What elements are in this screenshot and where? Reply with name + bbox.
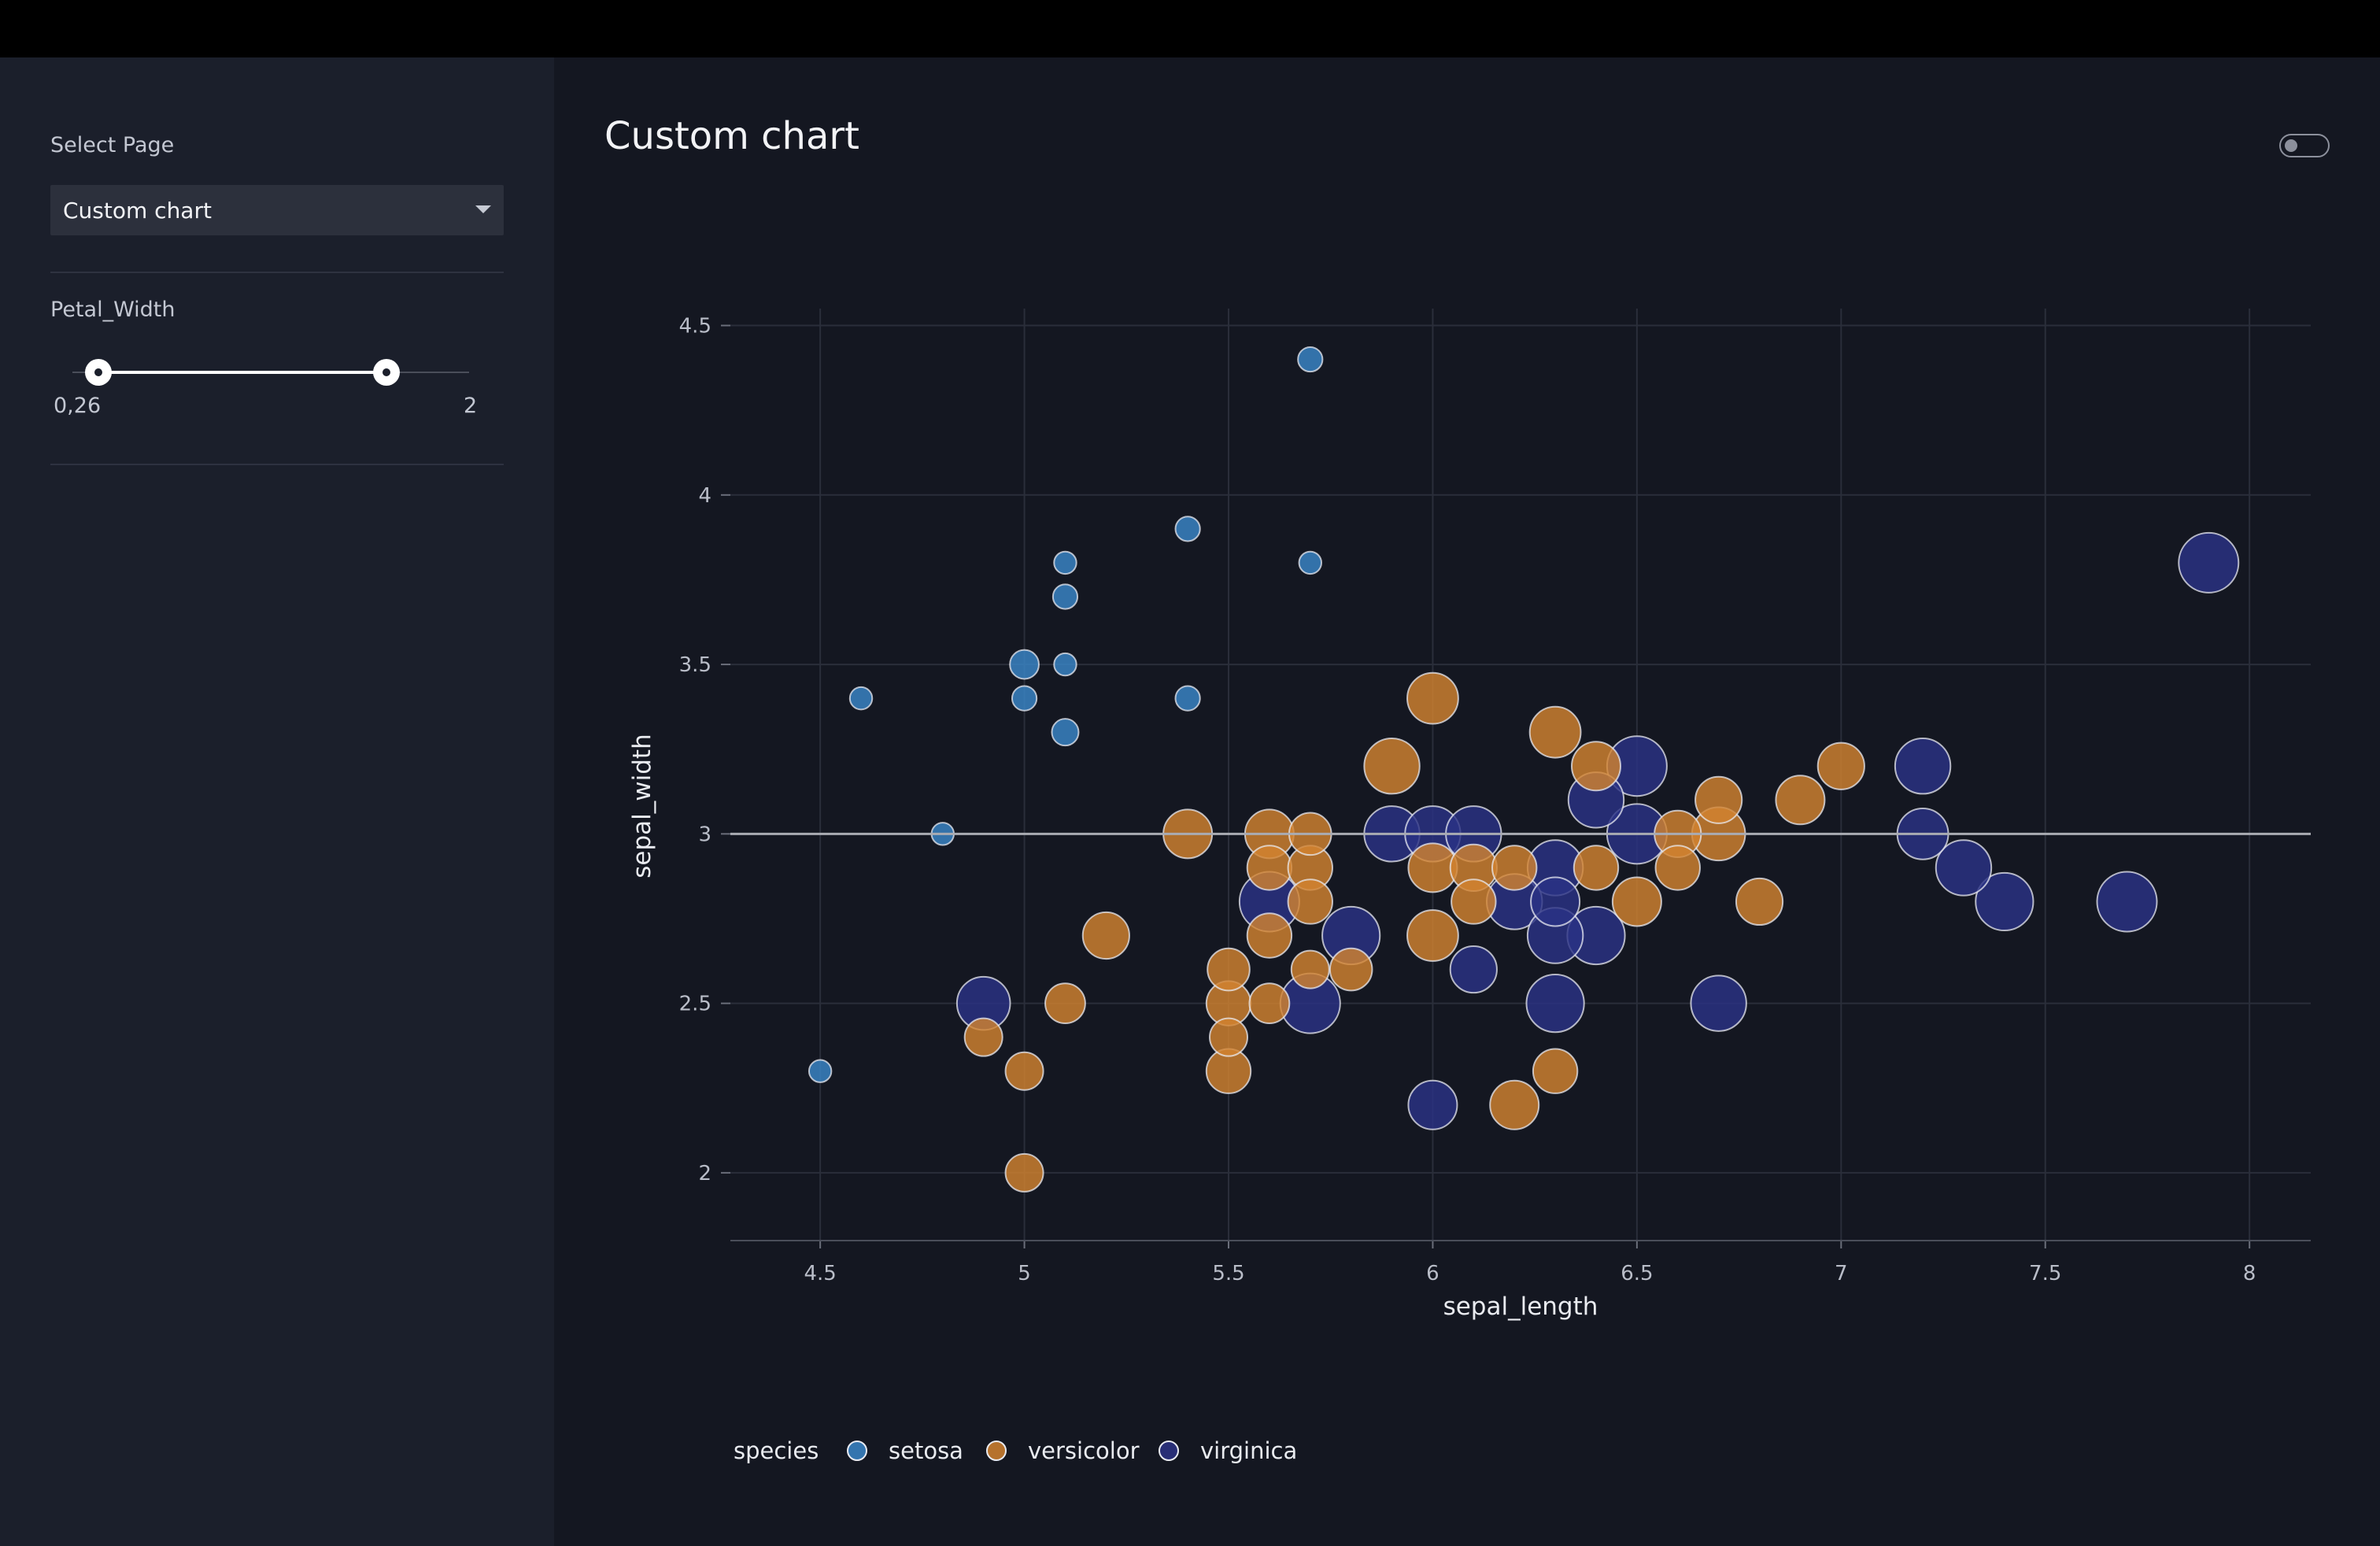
versicolor-point: [1248, 982, 1291, 1025]
versicolor-point: [963, 1017, 1003, 1057]
x-tick-label: 4.5: [804, 1262, 836, 1285]
versicolor-point: [1287, 878, 1333, 925]
legend-title: species: [734, 1437, 819, 1464]
versicolor-point: [1816, 742, 1865, 790]
virginica-point: [1975, 871, 2034, 932]
versicolor-point: [1654, 845, 1701, 891]
setosa-point: [1174, 516, 1201, 542]
versicolor-point: [1329, 947, 1373, 992]
virginica-point: [1530, 876, 1581, 927]
legend-marker-setosa: [847, 1441, 867, 1461]
range-slider-max-handle[interactable]: [373, 359, 400, 386]
setosa-point: [1053, 550, 1077, 575]
versicolor-point: [1532, 1048, 1579, 1094]
setosa-point: [1009, 649, 1040, 680]
x-tick-label: 6: [1426, 1262, 1439, 1285]
versicolor-point: [1290, 949, 1330, 989]
page-select-value: Custom chart: [63, 198, 212, 224]
virginica-point: [2096, 871, 2158, 933]
versicolor-point: [1363, 738, 1421, 795]
legend-marker-versicolor: [986, 1441, 1007, 1461]
y-tick-label: 3.5: [679, 653, 711, 677]
y-tick-label: 4.5: [679, 315, 711, 338]
versicolor-point: [1489, 1079, 1540, 1130]
legend-label-virginica: virginica: [1200, 1437, 1297, 1464]
versicolor-point: [1207, 947, 1251, 992]
y-tick-label: 4: [698, 484, 711, 508]
y-tick-label: 2: [698, 1162, 711, 1185]
x-tick-label: 5: [1018, 1262, 1031, 1285]
setosa-point: [1298, 550, 1322, 575]
x-tick-label: 6.5: [1621, 1262, 1653, 1285]
setosa-point: [808, 1059, 833, 1083]
versicolor-point: [1572, 845, 1620, 891]
sidebar-divider: [50, 272, 504, 273]
x-tick-label: 8: [2243, 1262, 2256, 1285]
legend-label-setosa: setosa: [889, 1437, 963, 1464]
chevron-down-icon: [475, 205, 491, 213]
versicolor-point: [1775, 775, 1826, 826]
setosa-point: [1297, 346, 1324, 373]
app-top-bar: [0, 0, 2380, 57]
y-tick-label: 3: [698, 823, 711, 846]
virginica-point: [1407, 1079, 1458, 1130]
versicolor-point: [1611, 876, 1662, 927]
toggle-knob: [2285, 139, 2297, 152]
versicolor-point: [1451, 878, 1497, 925]
setosa-point: [1051, 718, 1080, 747]
virginica-point: [1690, 975, 1747, 1032]
page-title: Custom chart: [604, 114, 859, 158]
versicolor-point: [1209, 1017, 1249, 1057]
range-slider-fill: [98, 371, 386, 374]
versicolor-point: [1406, 909, 1459, 962]
range-max-value: 2: [464, 394, 478, 418]
x-axis-title: sepal_length: [1443, 1293, 1598, 1321]
virginica-point: [1525, 974, 1585, 1034]
setosa-point: [1051, 583, 1079, 610]
y-tick-label: 2.5: [679, 993, 711, 1016]
versicolor-point: [1081, 911, 1130, 960]
setosa-point: [1053, 652, 1077, 677]
versicolor-point: [1570, 741, 1621, 792]
versicolor-point: [1735, 877, 1784, 926]
versicolor-point: [1044, 982, 1086, 1025]
range-slider-min-handle[interactable]: [85, 359, 112, 386]
versicolor-point: [1246, 845, 1293, 891]
x-tick-label: 7.5: [2029, 1262, 2061, 1285]
virginica-point: [1935, 839, 1993, 897]
setosa-point: [1174, 685, 1201, 712]
theme-toggle[interactable]: [2279, 134, 2330, 157]
setosa-point: [1011, 685, 1038, 712]
main-panel: Custom chart: [554, 57, 2380, 1546]
versicolor-point: [1694, 775, 1743, 824]
page-select[interactable]: Custom chart: [50, 185, 504, 235]
versicolor-point: [1004, 1152, 1044, 1193]
virginica-point: [2178, 531, 2240, 594]
petal-width-label: Petal_Width: [50, 298, 176, 322]
legend-marker-virginica: [1159, 1441, 1179, 1461]
y-axis-title: sepal_width: [628, 734, 656, 878]
legend-label-versicolor: versicolor: [1028, 1437, 1140, 1464]
sidebar-divider: [50, 464, 504, 465]
versicolor-point: [1004, 1051, 1044, 1091]
range-min-value: 0,26: [54, 394, 102, 418]
select-page-label: Select Page: [50, 133, 175, 157]
versicolor-point: [1528, 705, 1582, 759]
x-tick-label: 7: [1835, 1262, 1848, 1285]
x-tick-label: 5.5: [1212, 1262, 1244, 1285]
versicolor-point: [1491, 845, 1538, 891]
versicolor-point: [1406, 671, 1459, 725]
sidebar: Select Page Custom chart Petal_Width 0,2…: [0, 57, 554, 1546]
versicolor-point: [1246, 912, 1293, 959]
virginica-point: [1449, 945, 1498, 994]
setosa-point: [848, 686, 874, 711]
virginica-point: [1894, 738, 1952, 795]
